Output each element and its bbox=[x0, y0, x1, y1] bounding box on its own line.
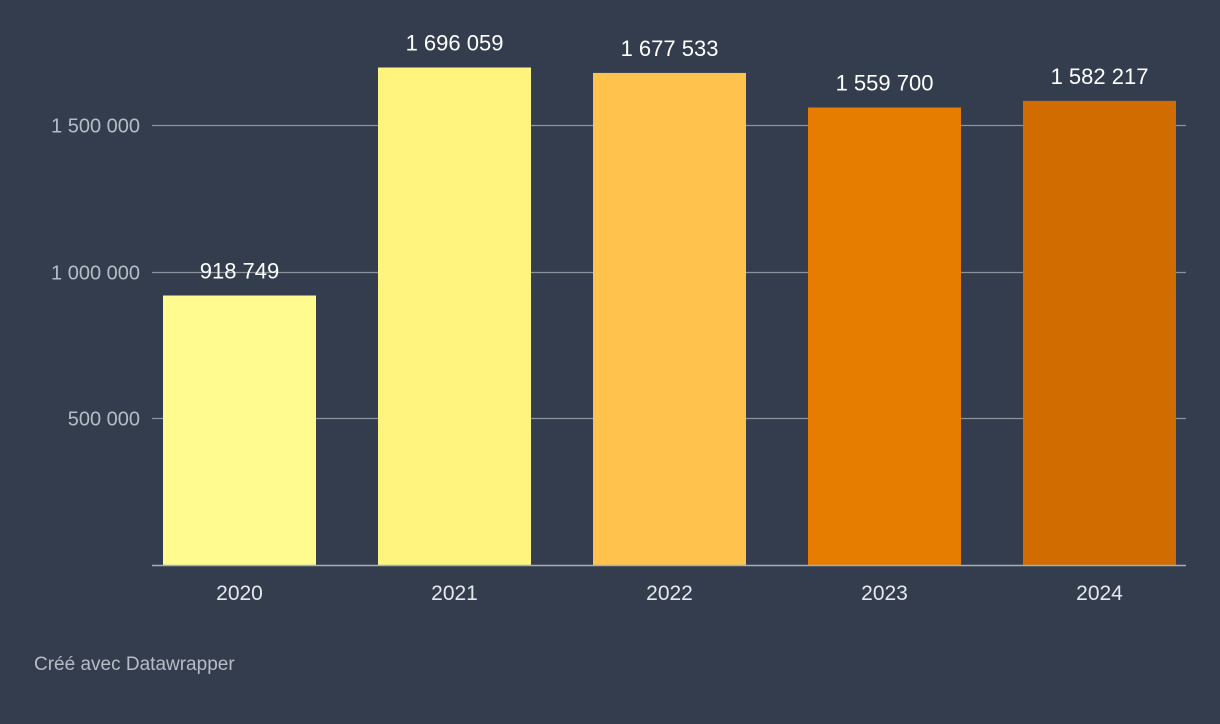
y-tick-label: 1 000 000 bbox=[51, 263, 140, 285]
bar bbox=[593, 72, 746, 566]
x-tick-label: 2022 bbox=[646, 582, 693, 605]
credit-text: Créé avec Datawrapper bbox=[34, 654, 235, 675]
bar bbox=[163, 295, 316, 565]
x-tick-label: 2024 bbox=[1076, 582, 1123, 605]
value-label: 1 559 700 bbox=[836, 70, 934, 95]
x-tick-label: 2023 bbox=[861, 582, 908, 605]
bar bbox=[378, 67, 531, 566]
value-label: 918 749 bbox=[200, 259, 280, 284]
x-tick-label: 2021 bbox=[431, 582, 478, 605]
value-label: 1 677 533 bbox=[621, 36, 719, 61]
y-tick-label: 500 000 bbox=[68, 409, 140, 431]
y-tick-label: 1 500 000 bbox=[51, 116, 140, 138]
bar bbox=[1023, 100, 1176, 566]
value-label: 1 696 059 bbox=[406, 30, 504, 55]
value-label: 1 582 217 bbox=[1051, 64, 1149, 89]
bar bbox=[808, 107, 961, 565]
x-tick-label: 2020 bbox=[216, 582, 263, 605]
